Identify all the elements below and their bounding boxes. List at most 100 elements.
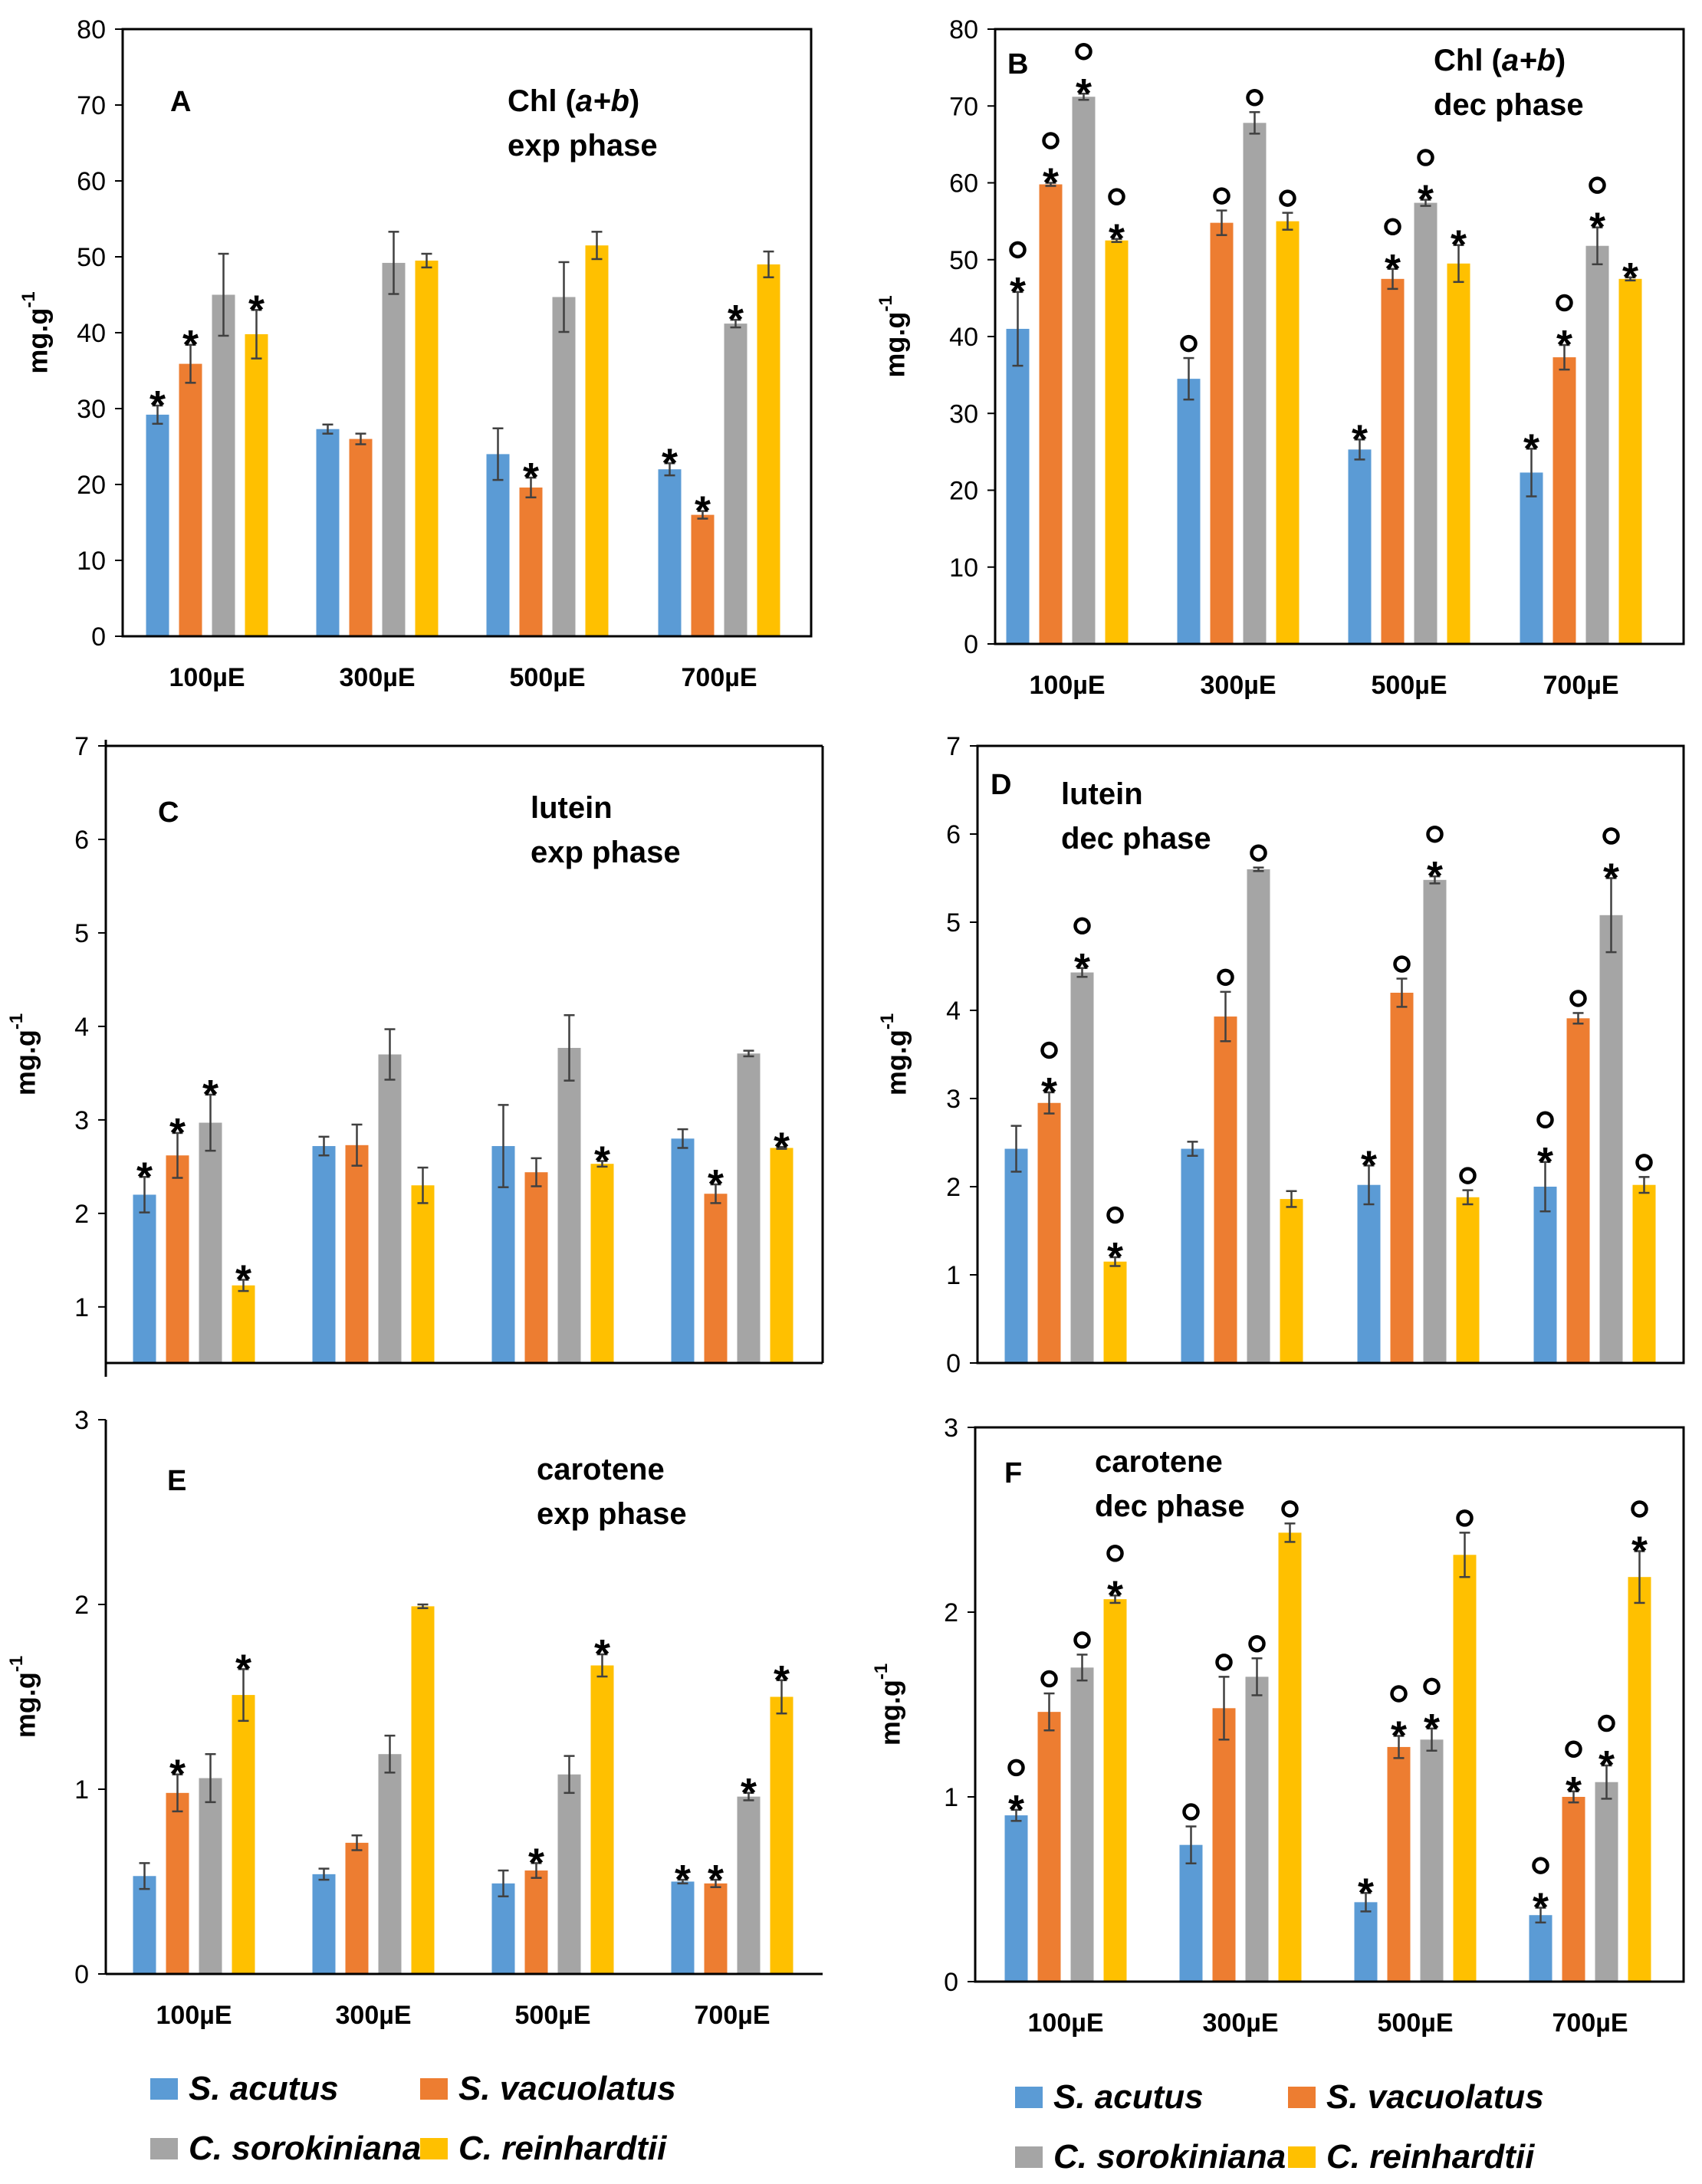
y-tick-label: 3	[74, 1106, 89, 1135]
bar	[658, 469, 682, 635]
bar	[232, 1695, 255, 1973]
bar	[1039, 184, 1063, 643]
asterisk-mark: *	[1361, 1142, 1377, 1188]
bar	[691, 514, 715, 635]
bar	[1004, 1815, 1028, 1981]
title-part: dec phase	[1434, 88, 1584, 122]
title-part: Chl (	[508, 84, 577, 118]
category-label: 700µE	[682, 663, 757, 692]
circle-mark	[1217, 968, 1234, 987]
panel-title-line: exp phase	[537, 1497, 687, 1531]
bar	[212, 294, 235, 635]
bar	[1103, 1261, 1127, 1362]
title-part: Chl (	[1434, 44, 1503, 77]
asterisk-mark: *	[1109, 216, 1125, 262]
asterisk-mark: *	[150, 383, 166, 429]
bar	[1103, 1599, 1127, 1981]
panel-F: 0 1 2 3 mg.g-1 F carotene dec phase * * 100µE 300µE…	[871, 1414, 1685, 2038]
asterisk-mark: *	[1603, 856, 1619, 902]
bar	[345, 1842, 369, 1973]
bar	[1628, 1577, 1651, 1981]
panel-C: 1 2 3 4 5 6 7 mg.g-1 C lutein exp phase * * * * * * *	[6, 732, 824, 1377]
panel-letter: B	[1007, 48, 1028, 80]
category-label: 100µE	[156, 2001, 232, 2030]
panel-letter: C	[158, 796, 179, 829]
asterisk-mark: *	[202, 1072, 219, 1118]
asterisk-mark: *	[169, 1110, 186, 1156]
bar	[590, 1164, 614, 1362]
legend-swatch	[1015, 2146, 1043, 2168]
asterisk-mark: *	[1451, 222, 1467, 268]
asterisk-mark: *	[741, 1770, 757, 1816]
bar	[1177, 379, 1201, 643]
bar	[1585, 245, 1609, 643]
y-tick-label: 4	[946, 997, 961, 1026]
bar	[737, 1053, 761, 1362]
circle-mark	[1569, 990, 1587, 1007]
bar	[671, 1138, 695, 1362]
panel-title-line: lutein	[531, 791, 613, 825]
y-tick-label: 2	[944, 1598, 958, 1627]
asterisk-mark: *	[1537, 1139, 1553, 1185]
asterisk-mark: *	[1358, 1870, 1374, 1916]
bar	[1072, 97, 1096, 643]
asterisk-mark: *	[1385, 246, 1401, 292]
circle-mark	[1073, 1631, 1091, 1649]
y-axis-label-sup: -1	[871, 1663, 892, 1680]
legend-swatch	[150, 2078, 178, 2100]
bar	[1247, 869, 1270, 1362]
asterisk-mark: *	[1074, 945, 1090, 991]
asterisk-mark: *	[136, 1154, 153, 1200]
bar	[316, 429, 340, 635]
y-tick-label: 3	[944, 1414, 958, 1443]
bar	[1037, 1102, 1061, 1362]
y-tick-label: 6	[946, 820, 961, 849]
y-tick-label: 3	[74, 1406, 89, 1435]
circle-mark	[1040, 1041, 1058, 1059]
asterisk-mark: *	[169, 1752, 186, 1798]
panel-B: 0 10 20 30 40 50 60 70 80 mg.g-1 B Chl (a+b) dec pha…	[876, 15, 1685, 700]
category-label: 300µE	[1203, 2008, 1279, 2038]
bar	[1037, 1712, 1061, 1981]
asterisk-mark: *	[1556, 322, 1572, 368]
bar	[146, 414, 169, 635]
bar	[770, 1148, 794, 1362]
title-part: )	[1556, 44, 1566, 77]
y-tick-label: 80	[77, 15, 106, 44]
asterisk-mark: *	[182, 322, 199, 368]
y-tick-label: 0	[946, 1349, 961, 1378]
circle-mark	[1246, 89, 1263, 107]
circle-mark	[1390, 1685, 1408, 1703]
y-tick-label: 50	[77, 243, 106, 272]
circle-mark	[1598, 1714, 1615, 1732]
bar	[1595, 1782, 1618, 1981]
bar	[519, 487, 543, 635]
bar	[345, 1145, 369, 1362]
panel-letter: E	[167, 1465, 186, 1497]
panel-title-line: dec phase	[1061, 822, 1211, 856]
asterisk-mark: *	[594, 1631, 610, 1677]
y-tick-label: 80	[949, 15, 978, 44]
asterisk-mark: *	[1107, 1572, 1123, 1618]
panel-letter: F	[1004, 1457, 1022, 1489]
bar	[524, 1172, 548, 1362]
asterisk-mark: *	[708, 1161, 724, 1207]
title-part: dec phase	[1095, 1489, 1245, 1523]
bar	[312, 1874, 336, 1973]
bar	[770, 1696, 794, 1973]
panel-A: 0 10 20 30 40 50 60 70 80 mg.g-1 A Chl (a+b) exp pha…	[18, 15, 813, 692]
bar	[1278, 1532, 1302, 1981]
asterisk-mark: *	[1598, 1742, 1615, 1788]
y-tick-label: 1	[74, 1775, 89, 1805]
asterisk-mark: *	[1566, 1769, 1582, 1815]
bar	[737, 1796, 761, 1973]
bar	[1552, 357, 1576, 643]
category-label: 700µE	[1552, 2008, 1628, 2038]
title-part: exp phase	[531, 836, 681, 869]
bar	[524, 1870, 548, 1973]
y-tick-label: 5	[74, 919, 89, 948]
y-axis-label: mg.g-1	[6, 1656, 41, 1738]
circle-mark	[1417, 149, 1434, 166]
y-tick-label: 30	[949, 399, 978, 429]
